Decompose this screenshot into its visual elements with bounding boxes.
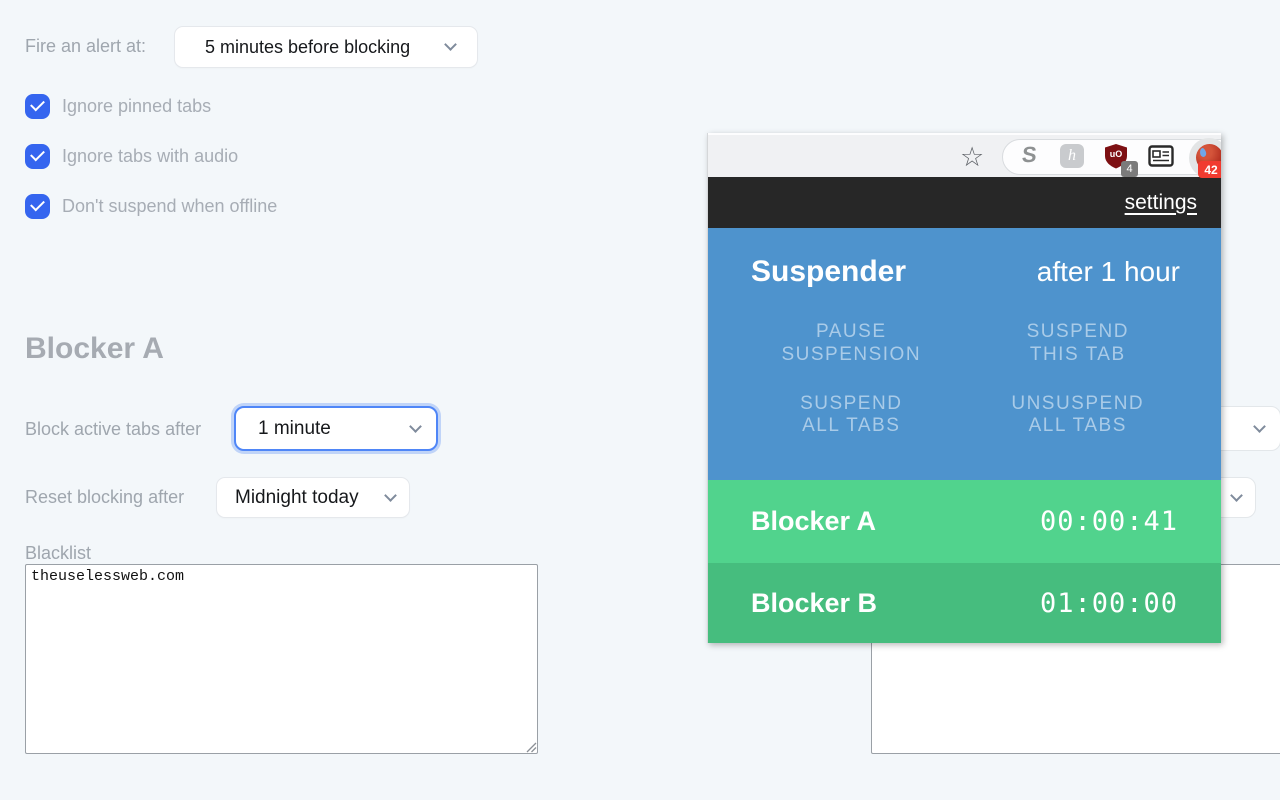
blacklist-label: Blacklist [25, 543, 92, 563]
reset-after-label: Reset blocking after [25, 487, 185, 507]
suspender-buttons: PAUSE SUSPENSION SUSPEND THIS TAB SUSPEN… [708, 321, 1221, 438]
reset-after-select[interactable]: Midnight today [216, 477, 410, 518]
block-after-select[interactable]: 1 minute [234, 406, 438, 451]
suspender-title: Suspender [751, 255, 907, 288]
checkbox-label: Don't suspend when offline [62, 195, 278, 216]
checkbox-label: Ignore pinned tabs [62, 95, 212, 116]
blacklist-textarea[interactable]: theuselessweb.com [25, 564, 538, 754]
fire-alert-select[interactable]: 5 minutes before blocking [174, 26, 478, 68]
fire-alert-label: Fire an alert at: [25, 36, 147, 56]
popup-header-bar: settings [708, 177, 1221, 228]
chevron-down-icon [1253, 419, 1266, 433]
fire-alert-value: 5 minutes before blocking [205, 36, 411, 57]
suspend-this-tab-button[interactable]: SUSPEND THIS TAB [965, 321, 1192, 367]
chevron-down-icon [409, 419, 422, 433]
blocker-a-name: Blocker A [751, 506, 877, 536]
chevron-down-icon [384, 488, 397, 502]
blocker-b-name: Blocker B [751, 587, 878, 618]
button-label: SUSPEND THIS TAB [1026, 321, 1129, 365]
unsuspend-all-tabs-button[interactable]: UNSUSPEND ALL TABS [965, 393, 1192, 439]
checkbox-label: Ignore tabs with audio [62, 145, 239, 166]
reader-news-icon[interactable] [1148, 145, 1174, 172]
suspender-section: Suspender after 1 hour PAUSE SUSPENSION … [708, 228, 1221, 480]
bookmark-star-icon[interactable]: ☆ [960, 142, 985, 172]
suspender-status: after 1 hour [1036, 256, 1180, 287]
svg-text:uO: uO [1110, 149, 1123, 159]
reset-after-value: Midnight today [235, 486, 359, 508]
checkbox-ignore-tabs-with-audio[interactable] [25, 143, 50, 169]
block-after-label: Block active tabs after [25, 419, 202, 439]
ublock-badge: 4 [1121, 161, 1138, 177]
chevron-down-icon [1230, 488, 1243, 502]
button-label: SUSPEND ALL TABS [800, 392, 903, 437]
blocker-a-heading: Blocker A [25, 332, 164, 365]
blocker-b-row[interactable]: Blocker B 01:00:00 [708, 563, 1221, 643]
checkbox-dont-suspend-offline[interactable] [25, 193, 50, 219]
chevron-down-icon [444, 38, 457, 51]
block-after-value: 1 minute [258, 417, 331, 439]
extension-popup: ☆ S h uO 4 42 settings Suspender [707, 133, 1221, 643]
blocker-a-timer: 00:00:41 [1039, 506, 1178, 537]
honey-extension-icon[interactable]: h [1060, 144, 1084, 168]
button-label: UNSUSPEND ALL TABS [1011, 392, 1145, 437]
checkbox-ignore-pinned-tabs[interactable] [25, 93, 50, 119]
browser-toolbar: ☆ S h uO 4 42 [708, 133, 1221, 178]
suspend-all-tabs-button[interactable]: SUSPEND ALL TABS [738, 393, 965, 439]
blocker-b-timer: 01:00:00 [1039, 587, 1178, 619]
reddit-badge: 42 [1198, 161, 1221, 178]
settings-link[interactable]: settings [1124, 190, 1197, 214]
pause-suspension-button[interactable]: PAUSE SUSPENSION [738, 321, 965, 367]
blocker-a-row[interactable]: Blocker A 00:00:41 [708, 480, 1221, 563]
session-extension-icon[interactable]: S [1020, 142, 1039, 167]
button-label: PAUSE SUSPENSION [781, 321, 922, 365]
